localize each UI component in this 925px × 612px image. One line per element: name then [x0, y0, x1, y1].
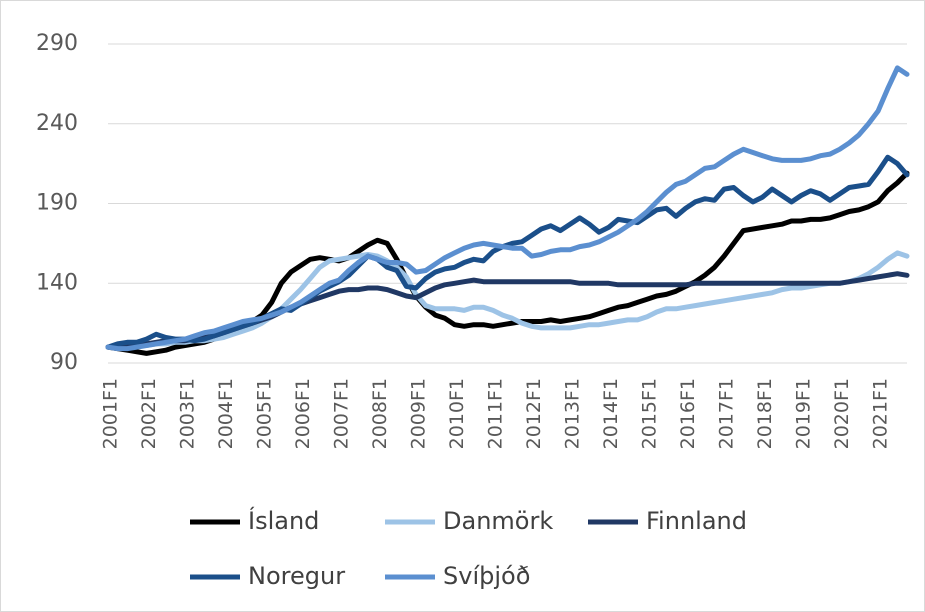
x-tick-label: 2021F1 [870, 378, 892, 449]
x-tick-label: 2005F1 [254, 378, 276, 449]
x-tick-label: 2014F1 [600, 378, 622, 449]
x-tick-label: 2008F1 [369, 378, 391, 449]
x-tick-label: 2015F1 [639, 378, 661, 449]
legend-label: Finnland [646, 507, 747, 535]
x-tick-label: 2019F1 [793, 378, 815, 449]
x-tick-label: 2004F1 [215, 378, 237, 449]
x-tick-label: 2009F1 [408, 378, 430, 449]
y-tick-label: 240 [36, 111, 78, 136]
legend-label: Svíþjóð [443, 562, 530, 590]
x-tick-label: 2016F1 [677, 378, 699, 449]
series-line [105, 65, 910, 352]
legend-label: Ísland [248, 506, 319, 535]
x-tick-label: 2017F1 [716, 378, 738, 449]
x-tick-label: 2012F1 [523, 378, 545, 449]
y-tick-label: 290 [36, 31, 78, 56]
x-tick-label: 2006F1 [292, 378, 314, 449]
x-tick-label: 2002F1 [138, 378, 160, 449]
x-tick-label: 2020F1 [831, 378, 853, 449]
x-tick-label: 2013F1 [562, 378, 584, 449]
x-tick-label: 2018F1 [754, 378, 776, 449]
x-tick-label: 2011F1 [485, 378, 507, 449]
y-tick-label: 190 [36, 191, 78, 216]
x-tick-label: 2001F1 [100, 378, 122, 449]
legend-label: Noregur [248, 562, 345, 590]
legend-label: Danmörk [443, 507, 553, 535]
x-tick-label: 2003F1 [177, 378, 199, 449]
x-tick-label: 2007F1 [331, 378, 353, 449]
y-tick-label: 90 [50, 350, 78, 375]
y-tick-label: 140 [36, 270, 78, 295]
series-line [105, 250, 910, 350]
x-tick-label: 2010F1 [446, 378, 468, 449]
